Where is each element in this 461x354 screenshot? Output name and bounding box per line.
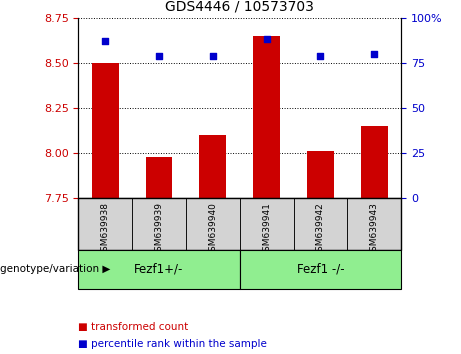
- Bar: [307, 151, 334, 198]
- Bar: [347, 198, 401, 250]
- Point: [155, 53, 163, 58]
- Text: GSM639940: GSM639940: [208, 202, 217, 257]
- Bar: [294, 198, 347, 250]
- Text: genotype/variation ▶: genotype/variation ▶: [0, 264, 110, 274]
- Bar: [253, 36, 280, 198]
- Bar: [186, 198, 240, 250]
- Text: Fezf1 -/-: Fezf1 -/-: [296, 263, 344, 275]
- Text: Fezf1+/-: Fezf1+/-: [134, 263, 184, 275]
- Text: GSM639942: GSM639942: [316, 202, 325, 257]
- Point: [263, 36, 270, 42]
- Bar: [240, 198, 294, 250]
- Text: GSM639943: GSM639943: [370, 202, 378, 257]
- Bar: [132, 198, 186, 250]
- Point: [317, 53, 324, 58]
- Bar: [361, 126, 388, 198]
- Text: ■ percentile rank within the sample: ■ percentile rank within the sample: [78, 339, 267, 349]
- Bar: [240, 250, 401, 289]
- Text: GSM639938: GSM639938: [101, 202, 110, 257]
- Title: GDS4446 / 10573703: GDS4446 / 10573703: [165, 0, 314, 14]
- Point: [209, 53, 217, 58]
- Text: GSM639939: GSM639939: [154, 202, 164, 257]
- Point: [371, 51, 378, 57]
- Bar: [199, 135, 226, 198]
- Text: GSM639941: GSM639941: [262, 202, 271, 257]
- Bar: [78, 198, 132, 250]
- Bar: [146, 157, 172, 198]
- Point: [101, 38, 109, 44]
- Bar: [78, 250, 240, 289]
- Text: ■ transformed count: ■ transformed count: [78, 322, 189, 332]
- Bar: [92, 63, 118, 198]
